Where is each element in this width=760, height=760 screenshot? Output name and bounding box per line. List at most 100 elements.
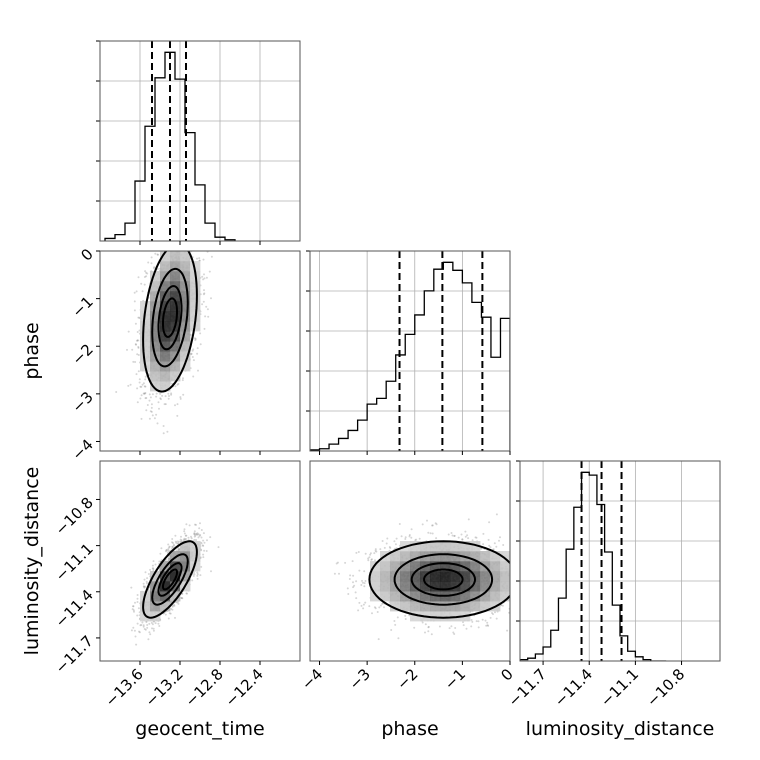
sample-point	[141, 383, 144, 386]
sample-point	[180, 597, 183, 600]
sample-point	[133, 291, 136, 294]
sample-point	[183, 537, 186, 540]
sample-point	[156, 253, 159, 256]
sample-point	[193, 538, 196, 541]
density-bin	[180, 301, 191, 312]
sample-point	[201, 544, 204, 547]
panel-frame	[519, 460, 721, 662]
sample-point	[208, 270, 211, 273]
sample-point	[203, 273, 205, 276]
sample-point	[188, 247, 190, 249]
joint-inner	[130, 522, 220, 646]
sample-point	[217, 546, 220, 549]
sample-point	[173, 603, 176, 606]
sample-point	[136, 622, 139, 625]
sample-point	[203, 327, 206, 330]
contour-line	[157, 285, 183, 351]
sample-point	[202, 544, 205, 547]
density-bin	[170, 251, 181, 262]
sample-point	[195, 539, 198, 541]
sample-point	[140, 417, 143, 420]
sample-point	[210, 255, 213, 258]
sample-point	[155, 413, 158, 416]
sample-point	[145, 621, 148, 623]
panel-frame	[309, 250, 511, 452]
density-bin	[190, 291, 201, 302]
sample-point	[148, 399, 151, 402]
sample-point	[159, 398, 162, 401]
sample-point	[161, 236, 163, 238]
density-bin	[170, 301, 181, 312]
density-bin	[180, 311, 191, 322]
sample-point	[157, 253, 159, 256]
sample-point	[176, 243, 178, 245]
sample-point	[172, 543, 175, 546]
sample-point	[181, 597, 184, 600]
sample-point	[191, 349, 194, 352]
sample-point	[206, 308, 209, 311]
sample-point	[165, 246, 167, 248]
sample-point	[167, 547, 170, 550]
sample-point	[169, 242, 171, 244]
sample-point	[162, 432, 165, 435]
sample-point	[132, 360, 135, 363]
sample-point	[160, 221, 162, 223]
sample-point	[177, 382, 180, 385]
sample-point	[186, 592, 188, 595]
sample-point	[153, 267, 155, 270]
density-bin	[160, 371, 171, 382]
sample-point	[159, 392, 162, 395]
sample-point	[200, 536, 203, 539]
sample-point	[152, 629, 155, 632]
density-bin	[160, 381, 171, 392]
sample-point	[136, 339, 139, 342]
density-bin	[140, 341, 151, 352]
sample-point	[184, 534, 187, 537]
sample-point	[166, 430, 169, 433]
sample-point	[151, 393, 154, 396]
hist-panel-luminosity_distance	[516, 460, 721, 662]
sample-point	[166, 551, 169, 554]
sample-point	[147, 573, 150, 575]
sample-point	[177, 249, 179, 251]
sample-point	[193, 232, 195, 234]
sample-point	[163, 233, 165, 235]
sample-point	[171, 545, 174, 548]
sample-point	[127, 330, 130, 333]
sample-point	[150, 262, 153, 265]
density-bin	[160, 341, 171, 352]
density-bin	[150, 331, 161, 342]
sample-point	[193, 535, 196, 538]
sample-point	[183, 530, 186, 533]
sample-point	[144, 270, 147, 273]
sample-point	[199, 574, 202, 577]
density-bin	[150, 381, 161, 392]
sample-point	[195, 234, 197, 236]
sample-point	[172, 542, 174, 544]
sample-point	[164, 247, 166, 249]
sample-point	[167, 392, 170, 395]
sample-point	[144, 585, 147, 588]
sample-point	[151, 414, 154, 417]
sample-point	[146, 577, 149, 580]
sample-point	[166, 238, 168, 240]
sample-point	[179, 397, 182, 400]
sample-point	[168, 546, 171, 549]
sample-point	[167, 230, 169, 232]
density-bin	[180, 251, 191, 262]
sample-point	[139, 397, 142, 400]
sample-point	[179, 538, 182, 541]
sample-point	[136, 331, 139, 333]
sample-point	[149, 633, 152, 636]
sample-point	[152, 567, 155, 570]
sample-point	[140, 394, 143, 397]
sample-point	[149, 568, 152, 571]
sample-point	[142, 624, 145, 627]
sample-point	[148, 631, 151, 634]
density-bin	[180, 291, 191, 302]
sample-point	[196, 352, 199, 355]
sample-point	[200, 242, 202, 244]
sample-point	[144, 392, 147, 394]
histogram-luminosity_distance	[520, 471, 667, 661]
sample-point	[152, 560, 155, 563]
